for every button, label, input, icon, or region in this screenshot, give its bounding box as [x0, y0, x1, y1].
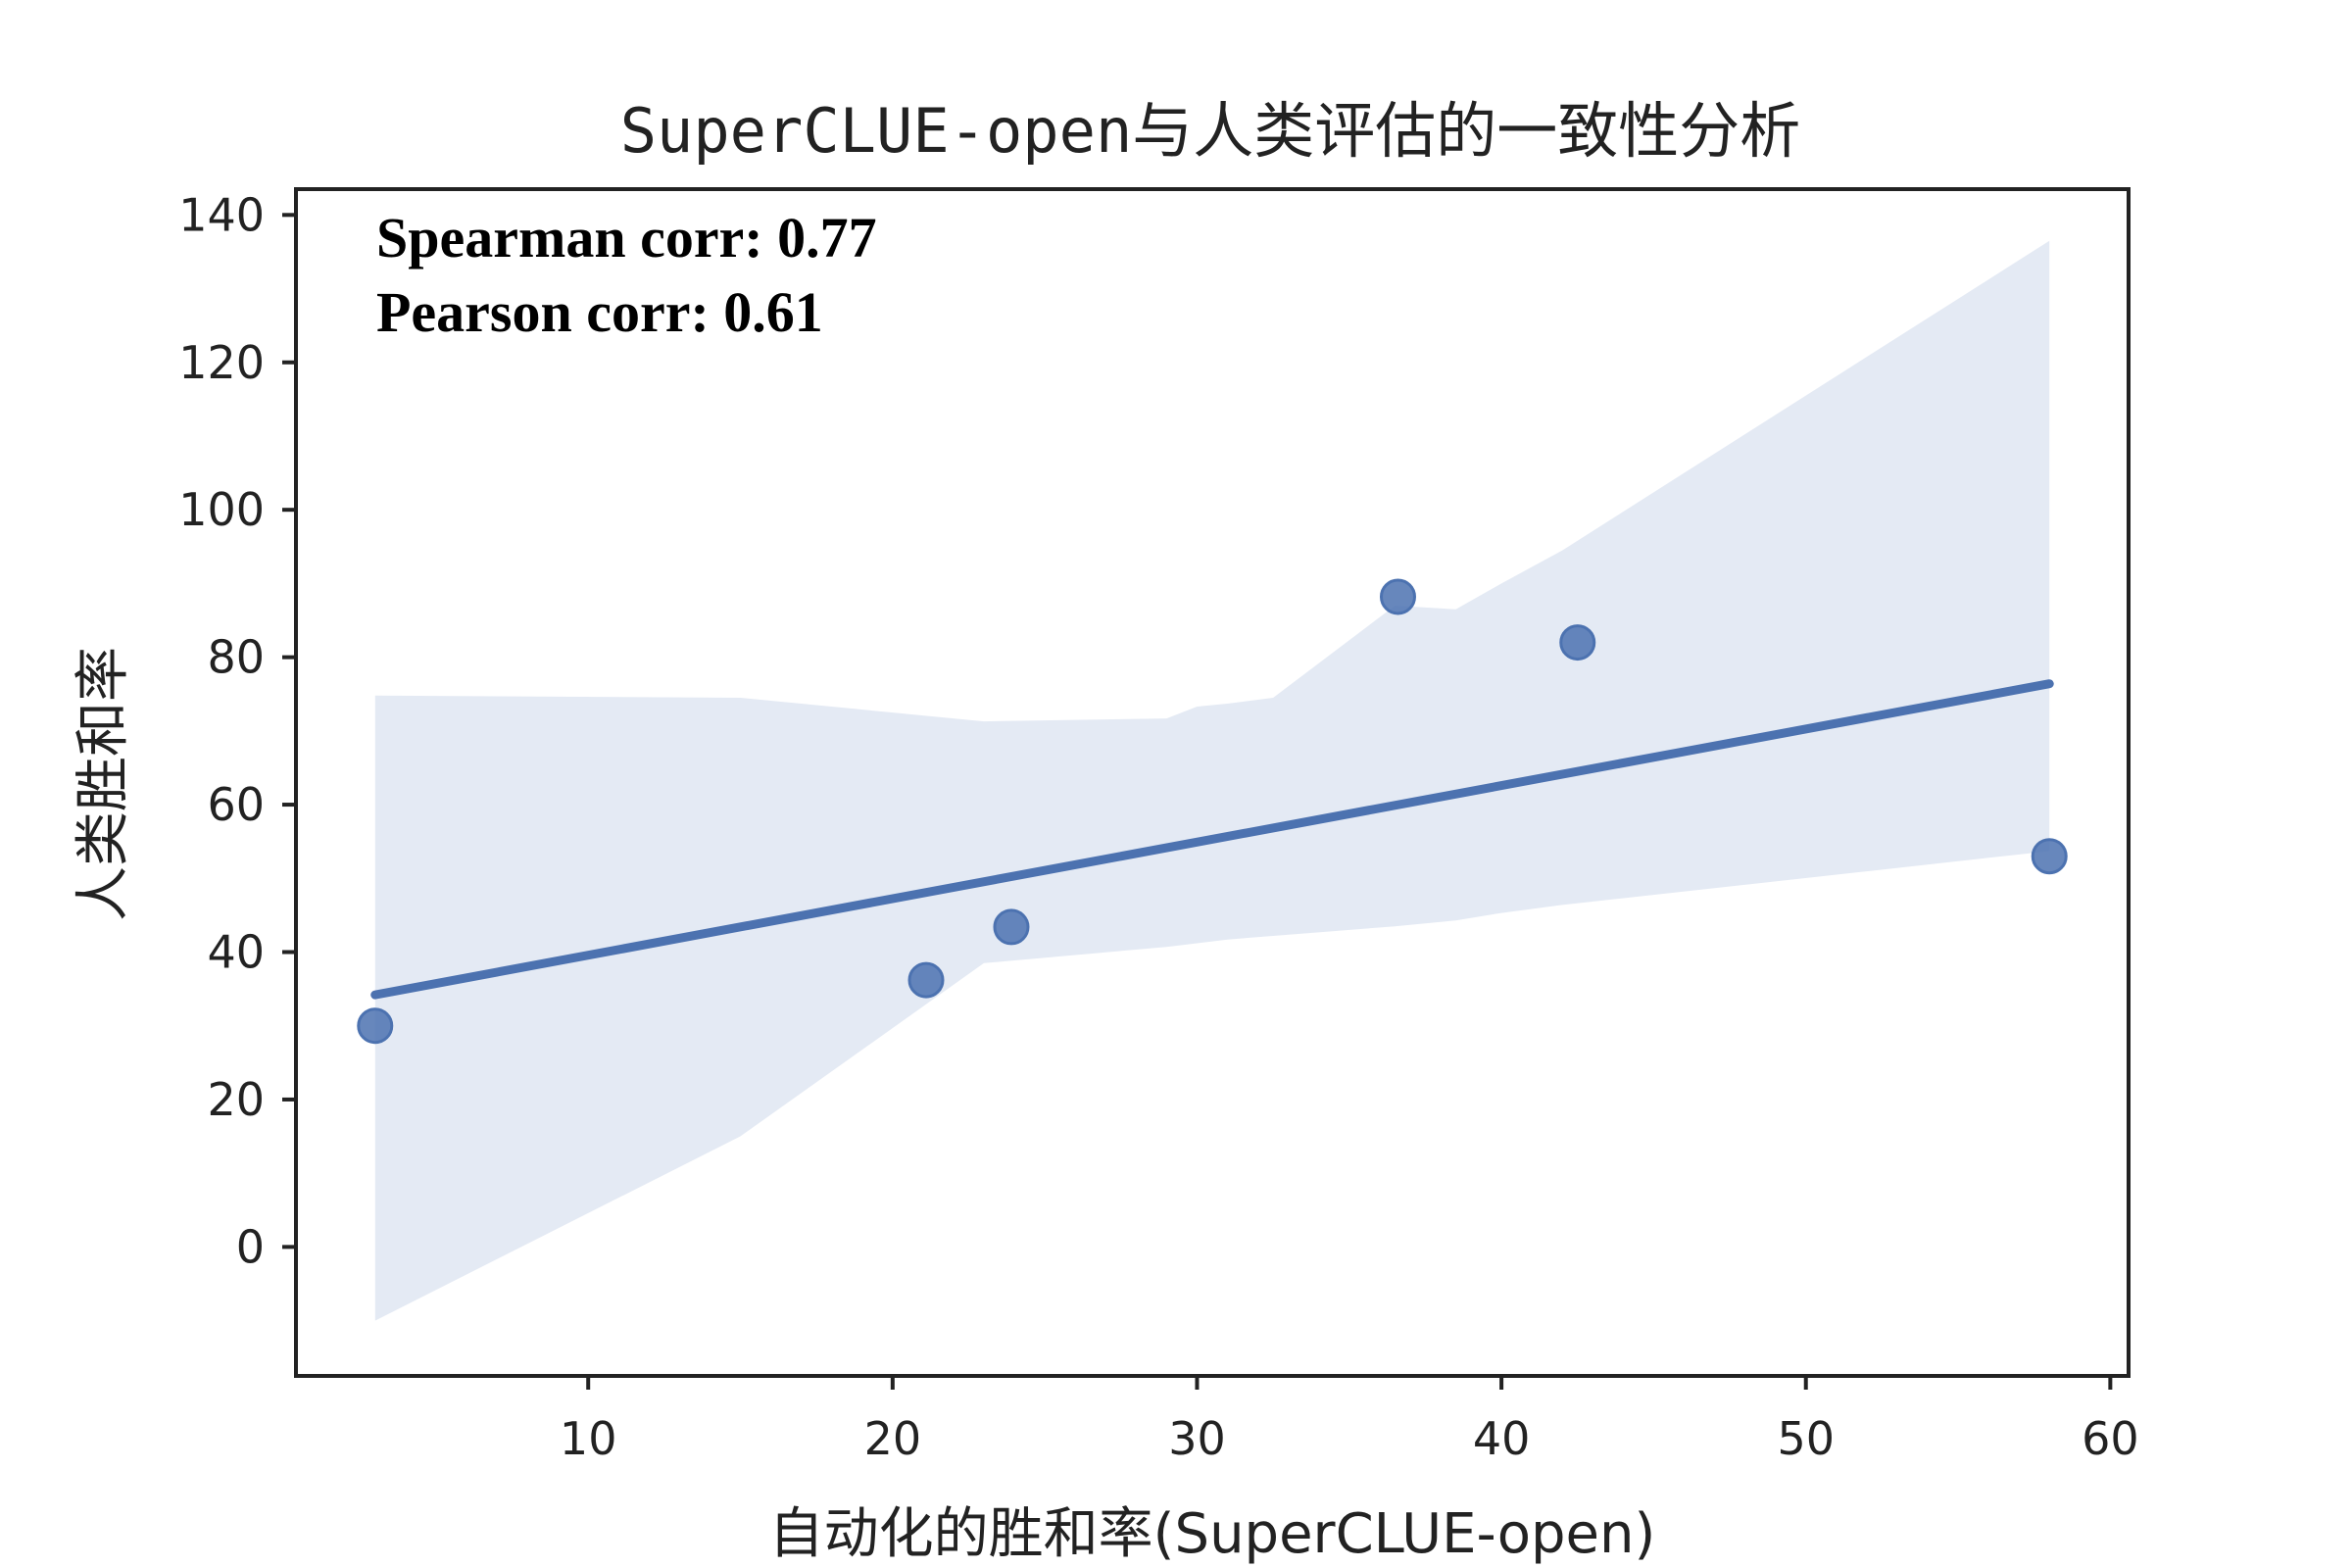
- y-tick-label: 140: [178, 188, 265, 241]
- y-axis-label: 人类胜和率: [72, 647, 135, 921]
- data-point: [1379, 578, 1416, 615]
- pearson-annotation: Pearson corr: 0.61: [376, 280, 823, 344]
- data-point: [993, 908, 1030, 946]
- x-tick-label: 50: [1777, 1412, 1835, 1465]
- x-tick-label: 10: [560, 1412, 617, 1465]
- data-point: [907, 961, 945, 999]
- data-point: [2031, 838, 2068, 875]
- spearman-annotation: Spearman corr: 0.77: [376, 206, 877, 270]
- y-tick-label: 0: [236, 1220, 265, 1273]
- plot-area: [357, 240, 2068, 1321]
- x-axis-label: 自动化的胜和率(SuperCLUE-open): [769, 1502, 1656, 1566]
- plot-frame: [294, 187, 2131, 1378]
- chart-title: SuperCLUE-open与人类评估的一致性分析: [620, 95, 1801, 167]
- y-tick-label: 80: [207, 631, 265, 684]
- x-tick-label: 20: [864, 1412, 922, 1465]
- y-tick-label: 100: [178, 483, 265, 536]
- data-point: [1559, 624, 1596, 662]
- y-axis: 0 20 40 60 80 100 120 140: [178, 188, 296, 1273]
- x-axis: 10 20 30 40 50 60: [560, 1376, 2139, 1465]
- confidence-band: [374, 240, 2050, 1321]
- y-tick-label: 120: [178, 336, 265, 389]
- y-tick-label: 40: [207, 926, 265, 979]
- x-tick-label: 60: [2082, 1412, 2139, 1465]
- regression-line: [370, 679, 2054, 1000]
- x-tick-label: 40: [1473, 1412, 1531, 1465]
- y-tick-label: 20: [207, 1073, 265, 1126]
- y-tick-label: 60: [207, 778, 265, 831]
- x-tick-label: 30: [1168, 1412, 1226, 1465]
- data-point: [357, 1007, 394, 1045]
